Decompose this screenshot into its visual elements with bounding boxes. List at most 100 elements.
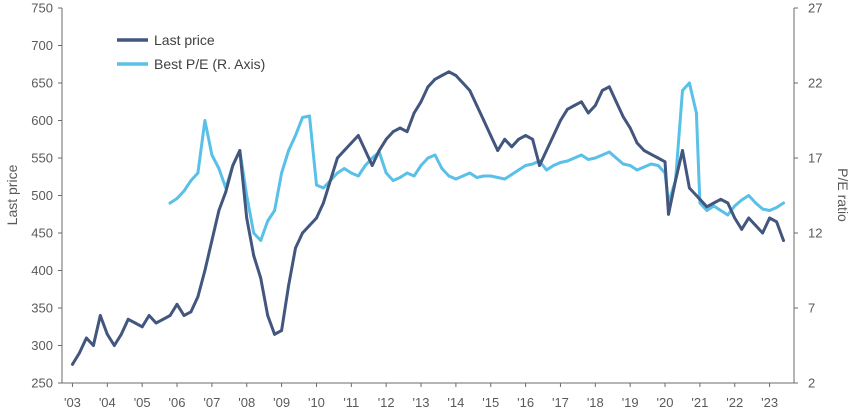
data-point-pe (210, 153, 214, 157)
data-point-last-price (231, 164, 235, 167)
data-point-last-price (398, 126, 402, 130)
data-point-last-price (545, 149, 548, 152)
data-point-pe (642, 165, 646, 169)
data-point-last-price (92, 344, 95, 347)
data-point-pe (566, 159, 569, 163)
data-point-last-price (126, 317, 130, 321)
data-point-pe (733, 204, 737, 208)
data-point-last-price (531, 137, 534, 141)
right-tick-label: 27 (808, 1, 822, 16)
data-point-pe (573, 156, 576, 160)
data-point-last-price (78, 351, 81, 355)
data-point-pe (649, 162, 653, 166)
data-point-last-price (754, 224, 758, 227)
left-tick-label: 500 (31, 188, 53, 203)
data-point-last-price (161, 317, 165, 321)
left-tick-label: 750 (31, 1, 53, 16)
data-point-last-price (252, 254, 256, 257)
data-point-pe (356, 174, 360, 178)
data-point-pe (740, 198, 744, 202)
data-point-pe (266, 219, 270, 223)
data-point-last-price (196, 295, 200, 299)
data-point-last-price (663, 160, 667, 164)
data-point-pe (747, 194, 751, 197)
data-point-last-price (496, 149, 500, 152)
data-point-last-price (607, 85, 611, 89)
data-point-last-price (405, 130, 409, 134)
data-point-pe (559, 161, 562, 164)
right-tick-label: 7 (808, 301, 815, 316)
data-point-last-price (566, 107, 569, 111)
data-point-last-price (175, 302, 179, 306)
right-tick-label: 2 (808, 376, 815, 391)
x-tick-label: '07 (203, 395, 220, 410)
data-point-pe (782, 201, 785, 205)
data-point-last-price (593, 104, 597, 107)
data-point-pe (489, 174, 493, 178)
data-point-last-price (266, 314, 270, 317)
data-point-last-price (217, 209, 221, 212)
data-point-pe (580, 153, 583, 157)
data-point-last-price (245, 216, 249, 220)
x-tick-label: '16 (517, 395, 534, 410)
x-tick-label: '18 (587, 395, 604, 410)
data-point-last-price (433, 77, 437, 81)
data-point-pe (628, 164, 632, 167)
data-point-last-price (719, 197, 723, 201)
data-point-last-price (475, 104, 479, 107)
data-point-pe (419, 164, 423, 167)
data-point-last-price (363, 149, 367, 152)
data-point-pe (342, 167, 346, 170)
data-point-pe (475, 176, 479, 179)
series-line-last-price (71, 70, 785, 366)
x-tick-label: '04 (99, 395, 116, 410)
data-point-last-price (426, 85, 430, 89)
x-tick-label: '15 (482, 395, 499, 410)
data-point-pe (398, 176, 402, 179)
data-point-pe (496, 176, 500, 179)
data-point-last-price (419, 100, 423, 104)
data-point-last-price (740, 227, 744, 231)
left-tick-label: 650 (31, 76, 53, 91)
data-point-last-price (140, 325, 144, 329)
data-point-pe (287, 149, 290, 152)
data-point-last-price (147, 314, 151, 317)
right-tick-label: 17 (808, 151, 822, 166)
x-tick-label: '23 (761, 395, 778, 410)
data-point-last-price (461, 81, 465, 85)
left-tick-label: 400 (31, 263, 53, 278)
data-point-last-price (649, 152, 653, 156)
data-point-pe (531, 162, 534, 166)
x-tick-label: '10 (308, 395, 325, 410)
data-point-pe (189, 179, 193, 182)
data-point-last-price (726, 201, 730, 205)
left-tick-label: 250 (31, 376, 53, 391)
data-point-last-price (98, 314, 102, 317)
left-axis-title: Last price (4, 164, 20, 225)
data-point-last-price (210, 239, 214, 242)
data-point-pe (273, 209, 276, 212)
data-point-pe (698, 201, 702, 205)
left-tick-label: 300 (31, 338, 53, 353)
right-tick-label: 22 (808, 76, 822, 91)
data-point-pe (440, 167, 444, 170)
data-point-last-price (614, 100, 618, 104)
data-point-pe (301, 116, 304, 119)
x-tick-label: '17 (552, 395, 569, 410)
data-point-pe (391, 179, 395, 182)
left-axis-ticks: 250 300 350 400 450 500 550 600 650 700 750 (31, 1, 62, 391)
data-point-last-price (315, 216, 318, 220)
data-point-last-price (112, 344, 116, 347)
data-point-pe (635, 168, 639, 172)
data-point-pe (384, 171, 388, 175)
data-point-pe (607, 150, 611, 154)
data-point-pe (614, 156, 618, 160)
x-tick-label: '22 (726, 395, 743, 410)
left-tick-label: 550 (31, 151, 53, 166)
data-point-pe (656, 164, 660, 167)
x-tick-label: '20 (657, 395, 674, 410)
x-axis-ticks: '03 '04 '05 '06 '07 '08 '09 '10 '11 '12 '13 '14 '15 '… (64, 383, 778, 410)
data-point-pe (761, 207, 764, 211)
